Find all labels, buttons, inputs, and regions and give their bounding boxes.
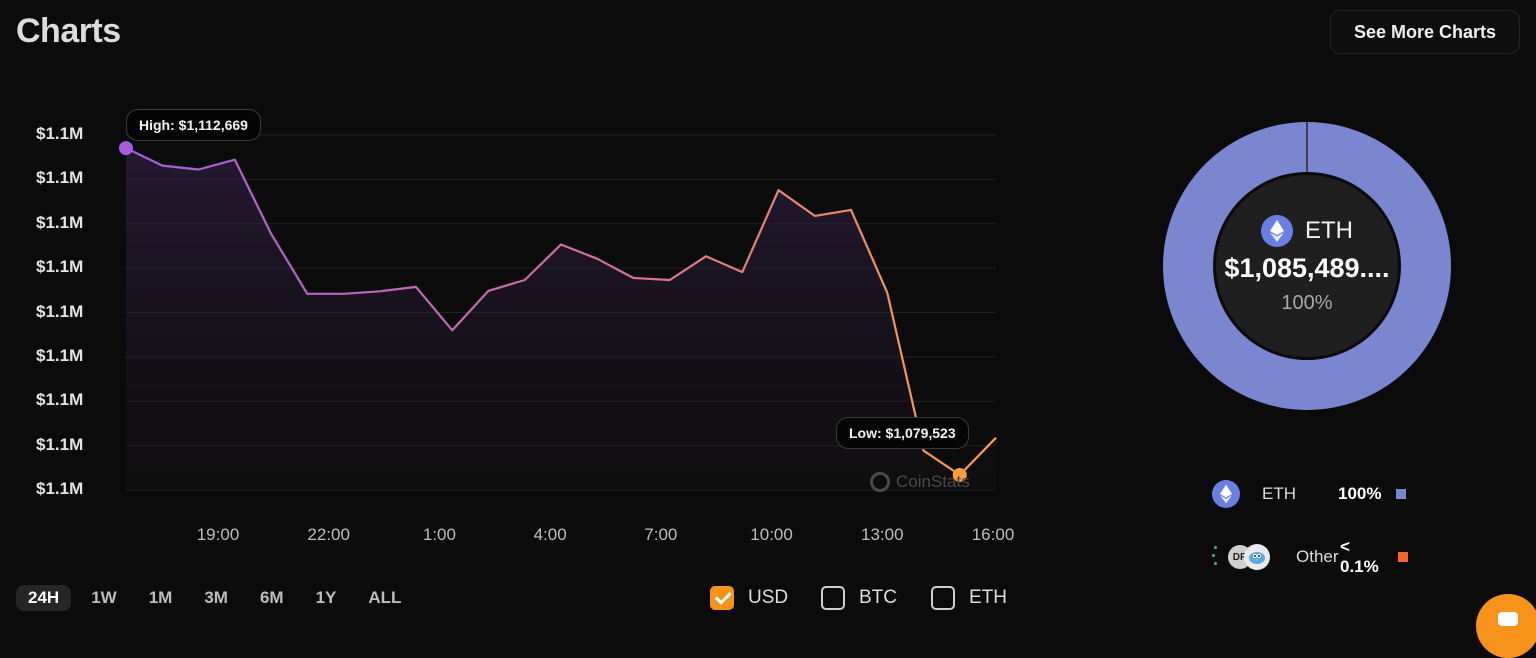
y-tick-label: $1.1M bbox=[36, 390, 84, 410]
other-tokens-icon: DR bbox=[1212, 542, 1274, 572]
chart-svg bbox=[119, 134, 997, 491]
legend-eth-pct: 100% bbox=[1338, 484, 1382, 503]
range-all[interactable]: ALL bbox=[368, 588, 402, 607]
coinstats-watermark: CoinStats bbox=[870, 472, 970, 492]
y-tick-label: $1.1M bbox=[36, 434, 84, 454]
y-tick-label: $1.1M bbox=[36, 168, 84, 188]
range-1w[interactable]: 1W bbox=[91, 588, 117, 607]
low-tooltip: Low: $1,079,523 bbox=[836, 417, 969, 449]
x-tick-label: 16:00 bbox=[971, 525, 1015, 544]
range-6m[interactable]: 6M bbox=[259, 588, 284, 607]
y-tick-label: $1.1M bbox=[36, 345, 84, 365]
x-tick-label: 13:00 bbox=[861, 525, 904, 544]
legend-other-swatch bbox=[1398, 552, 1408, 562]
eth-label: ETH bbox=[969, 587, 1007, 608]
legend-other-pct-prefix: < bbox=[1340, 537, 1350, 556]
high-tooltip: High: $1,112,669 bbox=[126, 109, 261, 141]
bird-token-icon bbox=[1244, 544, 1270, 570]
see-more-charts-button[interactable]: See More Charts bbox=[1330, 10, 1520, 54]
x-tick-label: 1:00 bbox=[422, 525, 456, 544]
portfolio-line-chart[interactable]: $1.1M $1.1M $1.1M $1.1M $1.1M $1.1M $1.1M $1.1M… bbox=[0, 0, 1040, 617]
range-24h[interactable]: 24H bbox=[16, 585, 72, 611]
btc-checkbox[interactable] bbox=[821, 586, 845, 610]
coinstats-logo-icon bbox=[870, 472, 890, 492]
currency-usd[interactable]: USD bbox=[710, 586, 788, 610]
high-point[interactable] bbox=[119, 141, 133, 156]
legend-item-other[interactable]: DR Other < 0.1% bbox=[1212, 537, 1408, 576]
y-tick-label: $1.1M bbox=[36, 212, 84, 232]
currency-eth[interactable]: ETH bbox=[931, 586, 1007, 610]
donut-center-info: ETH $1,085,489.... 100% bbox=[1215, 173, 1399, 357]
y-tick-label: $1.1M bbox=[36, 479, 84, 498]
low-point[interactable] bbox=[952, 467, 967, 482]
x-tick-label: 7:00 bbox=[644, 525, 678, 544]
donut-svg bbox=[1163, 122, 1451, 410]
watermark-text: CoinStats bbox=[896, 472, 970, 491]
x-tick-label: 19:00 bbox=[196, 525, 240, 544]
x-tick-label: 4:00 bbox=[533, 525, 567, 544]
eth-icon bbox=[1261, 215, 1293, 247]
btc-label: BTC bbox=[859, 587, 897, 608]
donut-center-disc bbox=[1216, 175, 1398, 357]
usd-label: USD bbox=[748, 587, 789, 608]
legend-item-eth[interactable]: ETH 100% bbox=[1212, 480, 1406, 508]
chat-button[interactable] bbox=[1476, 594, 1536, 658]
range-1m[interactable]: 1M bbox=[148, 588, 173, 607]
donut-center-pct: 100% bbox=[1281, 292, 1333, 314]
legend-other-pct-wrap: < 0.1% bbox=[1340, 537, 1394, 576]
donut-center-value: $1,085,489.... bbox=[1224, 253, 1390, 283]
donut-center-name: ETH bbox=[1305, 217, 1353, 244]
currency-btc[interactable]: BTC bbox=[821, 586, 897, 610]
range-3m[interactable]: 3M bbox=[204, 588, 228, 607]
x-tick-label: 22:00 bbox=[307, 525, 350, 544]
legend-eth-swatch bbox=[1396, 489, 1406, 499]
range-1y[interactable]: 1Y bbox=[315, 588, 337, 607]
usd-checkbox[interactable] bbox=[710, 586, 734, 610]
y-tick-label: $1.1M bbox=[36, 124, 84, 143]
legend-other-pct: 0.1% bbox=[1340, 557, 1379, 576]
y-tick-label: $1.1M bbox=[36, 301, 84, 321]
legend-other-label: Other bbox=[1296, 547, 1339, 566]
chart-area-fill bbox=[126, 148, 996, 490]
eth-icon bbox=[1212, 480, 1240, 508]
eth-checkbox[interactable] bbox=[931, 586, 955, 610]
y-tick-label: $1.1M bbox=[36, 257, 84, 277]
legend-eth-label: ETH bbox=[1262, 484, 1296, 503]
time-range-selector: 24H 1W 1M 3M 6M 1Y ALL bbox=[16, 585, 413, 611]
allocation-donut[interactable] bbox=[1162, 121, 1452, 411]
x-tick-label: 10:00 bbox=[750, 525, 793, 544]
series-line bbox=[125, 147, 997, 477]
page-title: Charts bbox=[16, 12, 121, 50]
